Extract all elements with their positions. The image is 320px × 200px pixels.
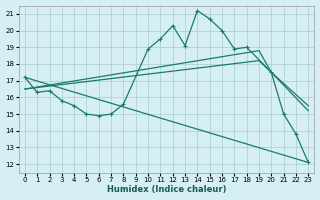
X-axis label: Humidex (Indice chaleur): Humidex (Indice chaleur): [107, 185, 226, 194]
